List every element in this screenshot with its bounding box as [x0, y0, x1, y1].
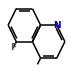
Text: N: N: [53, 21, 61, 30]
Text: F: F: [10, 43, 16, 52]
